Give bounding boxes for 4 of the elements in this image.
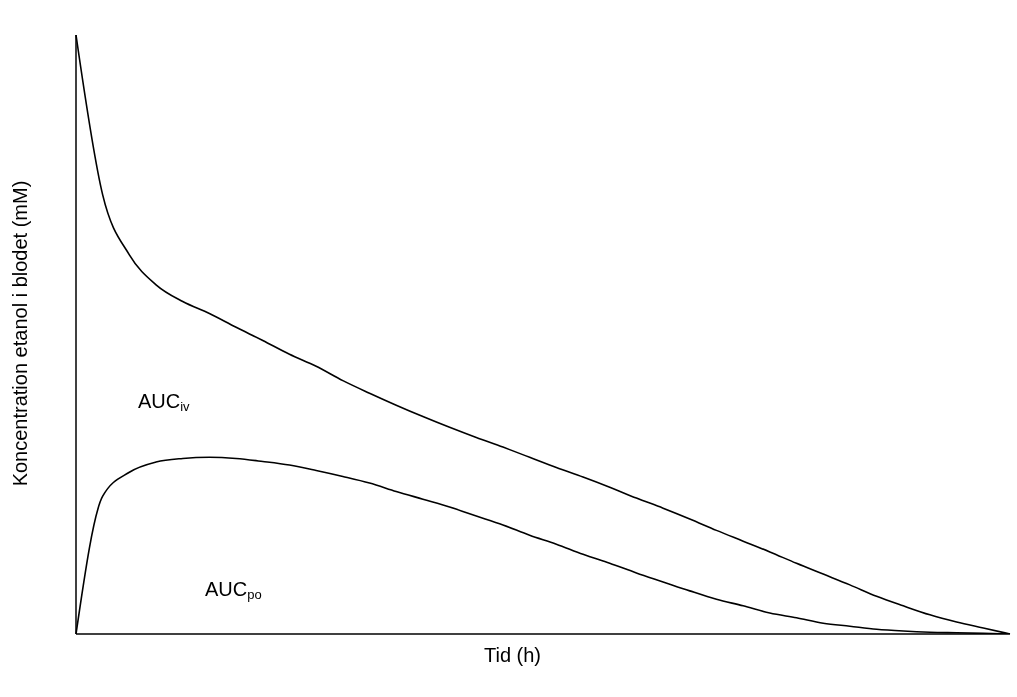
annotation: AUC$_{iv}$ [138, 390, 191, 415]
y-axis-title: Koncentration etanol i blodet (mM) [8, 179, 32, 489]
x-axis-title: Tid (h) [482, 644, 542, 667]
annotation: AUC$_{po}$ [205, 578, 262, 603]
